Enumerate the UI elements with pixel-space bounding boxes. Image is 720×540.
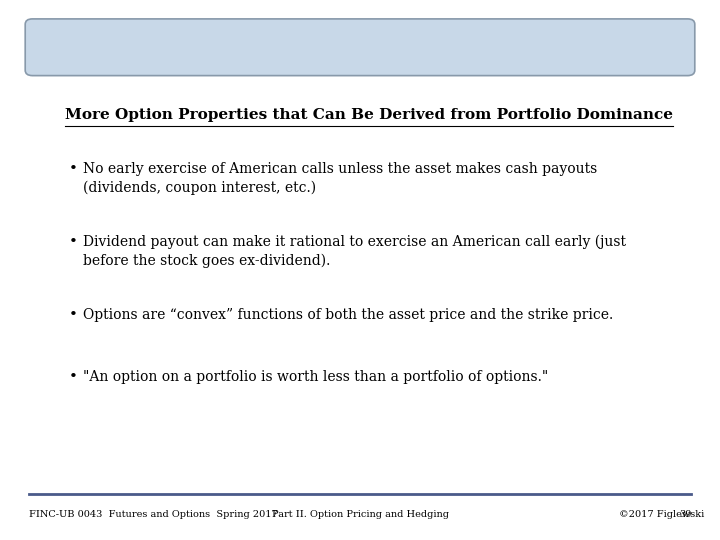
Text: FINC-UB 0043  Futures and Options  Spring 2017: FINC-UB 0043 Futures and Options Spring … <box>29 510 277 519</box>
Text: •: • <box>68 235 77 249</box>
Text: •: • <box>68 162 77 176</box>
Text: •: • <box>68 308 77 322</box>
Text: •: • <box>68 370 77 384</box>
Text: No early exercise of American calls unless the asset makes cash payouts
(dividen: No early exercise of American calls unle… <box>83 162 597 195</box>
Text: "An option on a portfolio is worth less than a portfolio of options.": "An option on a portfolio is worth less … <box>83 370 548 384</box>
Text: 39: 39 <box>679 510 691 519</box>
Text: More Option Properties that Can Be Derived from Portfolio Dominance: More Option Properties that Can Be Deriv… <box>65 108 672 122</box>
Text: Part II. Option Pricing and Hedging: Part II. Option Pricing and Hedging <box>271 510 449 519</box>
Text: Dividend payout can make it rational to exercise an American call early (just
be: Dividend payout can make it rational to … <box>83 235 626 268</box>
Text: ©2017 Figlewski: ©2017 Figlewski <box>619 510 704 519</box>
Text: Sessions 12-13:  Put-Call Parity and Option Properties from Portfolio Dominance: Sessions 12-13: Put-Call Parity and Opti… <box>49 40 671 54</box>
Text: Options are “convex” functions of both the asset price and the strike price.: Options are “convex” functions of both t… <box>83 308 613 322</box>
